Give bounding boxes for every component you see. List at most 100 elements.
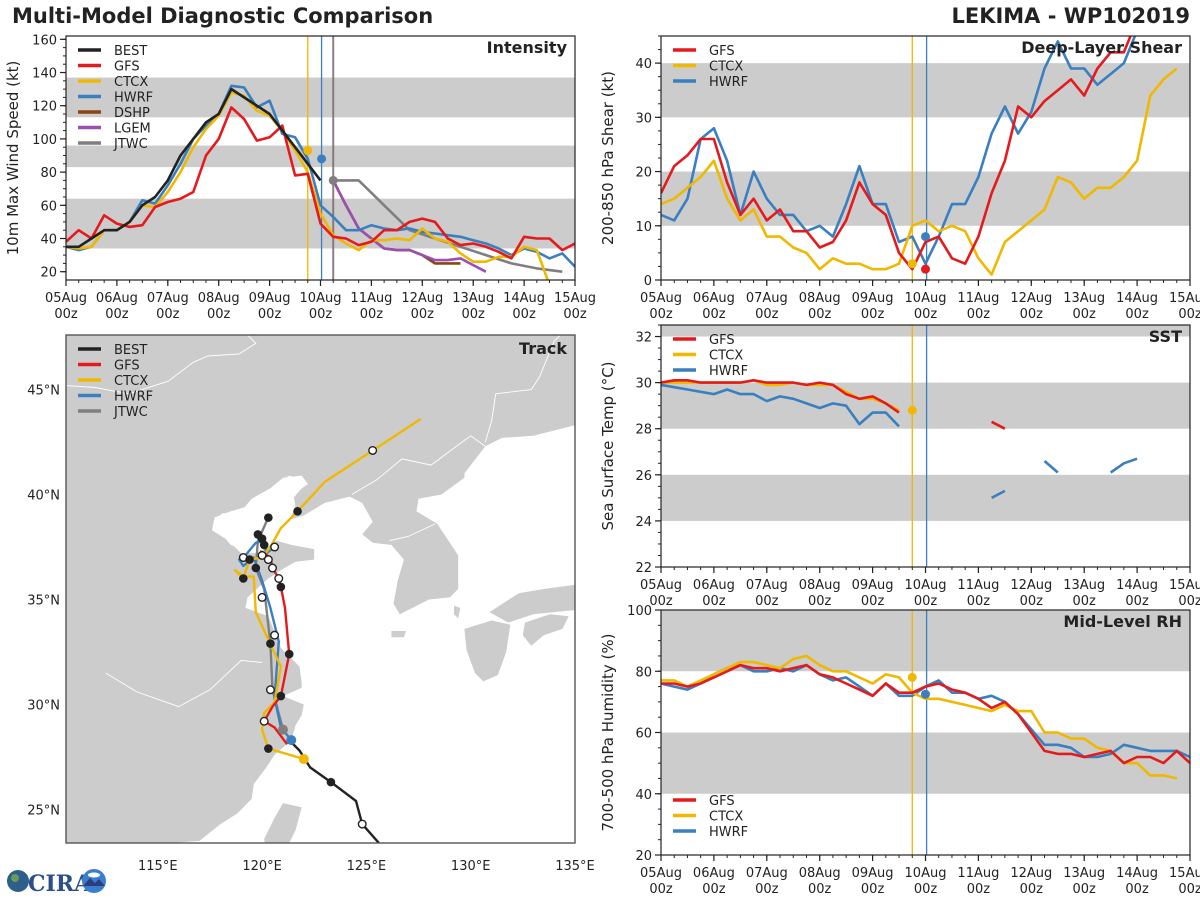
x-tick-label-hour: 00z bbox=[1020, 882, 1044, 897]
border-dmz bbox=[389, 523, 436, 542]
panel-title: Track bbox=[519, 339, 567, 358]
x-tick-label-hour: 00z bbox=[54, 307, 78, 322]
y-tick-label: 0 bbox=[644, 274, 652, 289]
y-tick-label: 80 bbox=[40, 166, 57, 181]
land-honshu bbox=[489, 584, 575, 623]
series-line-ctcx bbox=[661, 67, 1178, 276]
x-tick-label-date: 14Aug bbox=[1116, 866, 1158, 881]
lon-tick-label: 115°E bbox=[138, 859, 178, 874]
x-tick-label-date: 08Aug bbox=[799, 578, 841, 593]
y-tick-label: 28 bbox=[635, 423, 652, 438]
main-title: Multi-Model Diagnostic Comparison bbox=[12, 4, 434, 28]
legend-label-hwrf: HWRF bbox=[709, 364, 748, 379]
legend-label-lgem: LGEM bbox=[114, 122, 151, 137]
lon-tick-label: 130°E bbox=[451, 859, 491, 874]
track-current-jtwc bbox=[277, 724, 288, 735]
legend-label-jtwc: JTWC bbox=[113, 405, 148, 420]
x-tick-label-date: 09Aug bbox=[249, 291, 291, 306]
track-current-hwrf bbox=[286, 735, 297, 746]
x-tick-label-hour: 00z bbox=[105, 307, 129, 322]
lat-tick-label: 25°N bbox=[27, 803, 60, 818]
x-tick-label-date: 14Aug bbox=[1116, 291, 1158, 306]
y-tick-label: 32 bbox=[635, 331, 652, 346]
x-tick-label-date: 15Aug bbox=[1169, 578, 1200, 593]
x-tick-label-hour: 00z bbox=[861, 307, 885, 322]
y-tick-label: 100 bbox=[32, 133, 57, 148]
x-tick-label-date: 06Aug bbox=[693, 578, 735, 593]
x-tick-label-hour: 00z bbox=[1020, 307, 1044, 322]
legend-label-ctcx: CTCX bbox=[709, 349, 743, 364]
plot-area bbox=[661, 325, 1190, 567]
y-tick-label: 80 bbox=[635, 665, 652, 680]
x-tick-label-hour: 00z bbox=[967, 594, 991, 609]
river-yangtze bbox=[105, 659, 263, 708]
x-tick-label-hour: 00z bbox=[649, 594, 673, 609]
x-tick-label-date: 10Aug bbox=[905, 866, 947, 881]
bohai-sea bbox=[214, 475, 304, 550]
x-tick-label-date: 07Aug bbox=[746, 866, 788, 881]
series-line-best bbox=[66, 87, 322, 249]
legend-label-hwrf: HWRF bbox=[709, 75, 748, 90]
track-point-00z bbox=[276, 691, 286, 701]
logo-text: CIRA bbox=[28, 871, 92, 896]
track-point-00z bbox=[264, 513, 273, 522]
y-tick-label: 10 bbox=[635, 220, 652, 235]
x-tick-label-date: 05Aug bbox=[640, 291, 682, 306]
cira-logo: CIRA bbox=[6, 866, 106, 897]
legend-label-hwrf: HWRF bbox=[114, 91, 153, 106]
plot-area bbox=[66, 36, 575, 280]
legend-label-gfs: GFS bbox=[114, 359, 140, 374]
x-tick-label-date: 12Aug bbox=[1010, 578, 1052, 593]
y-axis-label: 700-500 hPa Humidity (%) bbox=[599, 633, 617, 831]
track-point-00z bbox=[245, 555, 254, 564]
track-point-12z bbox=[263, 555, 273, 565]
y-tick-label: 40 bbox=[40, 233, 57, 248]
x-tick-label-date: 09Aug bbox=[852, 291, 894, 306]
series-line-gfs bbox=[66, 106, 575, 260]
current-marker-jtwc bbox=[328, 175, 338, 185]
legend-label-ctcx: CTCX bbox=[709, 60, 743, 75]
track-point-00z bbox=[259, 540, 269, 550]
track-point-12z bbox=[268, 563, 278, 573]
x-tick-label-date: 09Aug bbox=[852, 578, 894, 593]
track-point-00z bbox=[276, 582, 286, 592]
storm-title: LEKIMA - WP102019 bbox=[951, 4, 1190, 28]
x-tick-label-hour: 00z bbox=[1073, 594, 1097, 609]
lat-tick-label: 45°N bbox=[27, 384, 60, 399]
x-tick-label-hour: 00z bbox=[967, 307, 991, 322]
track-point-12z bbox=[368, 445, 378, 455]
current-marker-ctcx bbox=[907, 259, 917, 269]
track-point-12z bbox=[357, 819, 367, 829]
lat-tick-label: 35°N bbox=[27, 593, 60, 608]
track-point-00z bbox=[326, 777, 336, 787]
y-axis-label: 200-850 hPa Shear (kt) bbox=[599, 71, 617, 245]
x-tick-label-date: 11Aug bbox=[350, 291, 392, 306]
x-tick-label-hour: 00z bbox=[309, 307, 333, 322]
x-tick-label-date: 08Aug bbox=[799, 866, 841, 881]
x-tick-label-date: 10Aug bbox=[905, 578, 947, 593]
x-tick-label-date: 07Aug bbox=[746, 578, 788, 593]
logo-globe bbox=[7, 870, 29, 892]
x-tick-label-hour: 00z bbox=[914, 882, 938, 897]
y-tick-label: 30 bbox=[635, 377, 652, 392]
track-point-00z bbox=[284, 649, 294, 659]
logo-cloud bbox=[88, 872, 100, 878]
panel-title: Deep-Layer Shear bbox=[1021, 38, 1182, 57]
x-tick-label-hour: 00z bbox=[649, 307, 673, 322]
x-tick-label-hour: 00z bbox=[861, 882, 885, 897]
x-tick-label-date: 14Aug bbox=[503, 291, 545, 306]
y-tick-label: 40 bbox=[635, 57, 652, 72]
x-tick-label-date: 07Aug bbox=[746, 291, 788, 306]
shaded-band bbox=[661, 382, 1190, 429]
plot-area bbox=[661, 36, 1190, 280]
y-axis-label: Sea Surface Temp (°C) bbox=[599, 361, 617, 530]
sst-panel: 22242628303205Aug00z06Aug00z07Aug00z08Au… bbox=[599, 324, 1200, 609]
series-line-hwrf bbox=[990, 489, 1006, 500]
x-tick-label-hour: 00z bbox=[755, 594, 779, 609]
x-tick-label-hour: 00z bbox=[755, 882, 779, 897]
y-tick-label: 60 bbox=[635, 727, 652, 742]
y-tick-label: 160 bbox=[32, 33, 57, 48]
x-tick-label-hour: 00z bbox=[808, 594, 832, 609]
